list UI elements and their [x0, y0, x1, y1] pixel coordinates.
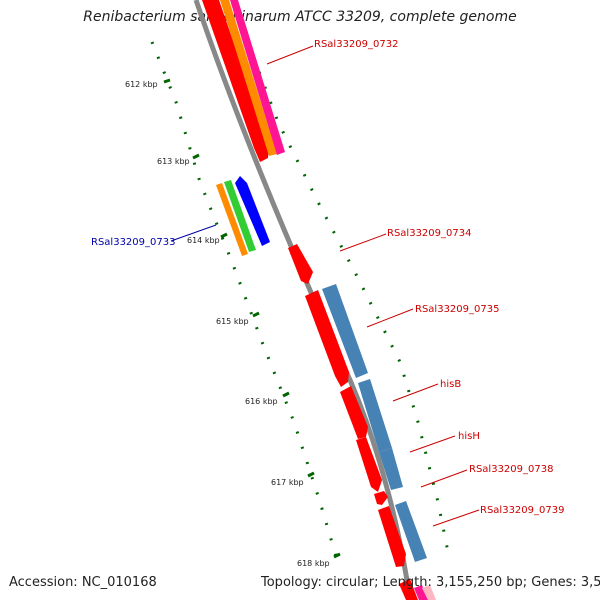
leader-line: [420, 469, 468, 488]
major-tick: [333, 552, 341, 559]
major-ticks: [163, 78, 341, 559]
feature-next-band-orange: [422, 585, 436, 600]
kbp-label: 616 kbp: [245, 397, 278, 406]
genome-backbone: [193, 0, 413, 600]
major-tick: [307, 471, 315, 478]
feature-band-orange: [220, 0, 277, 156]
gene-label-rsal33209-0739[interactable]: RSal33209_0739: [480, 505, 564, 516]
feature-rsal33209-0735: [305, 284, 368, 387]
gene-label-rsal33209-0738[interactable]: RSal33209_0738: [469, 464, 553, 475]
feature-band-magenta: [230, 0, 285, 155]
gene-label-hisb[interactable]: hisB: [440, 379, 461, 390]
feature-band-orange: [216, 183, 248, 256]
feature-arrow-blue: [235, 176, 270, 246]
major-tick: [220, 232, 228, 239]
kbp-label: 617 kbp: [271, 478, 304, 487]
kbp-label: 618 kbp: [297, 559, 330, 568]
feature-band-blue: [322, 284, 368, 378]
kbp-label: 612 kbp: [125, 80, 158, 89]
feature-rsal33209-0738: [374, 491, 388, 505]
kbp-label: 613 kbp: [157, 157, 190, 166]
feature-next-red: [399, 579, 418, 600]
feature-hish: [356, 437, 403, 492]
feature-band-blue: [395, 501, 427, 562]
feature-band-blue: [379, 448, 403, 490]
label-leaders: [170, 45, 480, 527]
leader-line: [339, 233, 387, 252]
feature-arrow-red: [378, 506, 406, 567]
gene-label-rsal33209-0734[interactable]: RSal33209_0734: [387, 228, 471, 239]
leader-line: [266, 45, 314, 65]
gene-label-hish[interactable]: hisH: [458, 431, 480, 442]
gene-label-rsal33209-0732[interactable]: RSal33209_0732: [314, 39, 398, 50]
feature-hisb: [340, 379, 392, 452]
gene-label-rsal33209-0735[interactable]: RSal33209_0735: [415, 304, 499, 315]
major-tick: [192, 153, 200, 160]
leader-line: [366, 308, 414, 328]
feature-rsal33209-0732: [202, 0, 285, 162]
feature-next-band: [414, 585, 428, 600]
feature-rsal33209-0739: [378, 501, 427, 567]
kbp-label: 615 kbp: [216, 317, 249, 326]
major-tick: [252, 311, 260, 318]
feature-arrow-red: [202, 0, 269, 162]
outer-tick-track: [246, 41, 450, 553]
feature-rsal33209-0733: [216, 176, 270, 256]
feature-band-green: [224, 180, 256, 252]
feature-arrow-red: [305, 290, 349, 387]
kbp-label: 614 kbp: [187, 236, 220, 245]
leader-line: [432, 509, 480, 527]
genome-summary-text: Topology: circular; Length: 3,155,250 bp…: [261, 575, 600, 590]
feature-arrow-red: [356, 437, 382, 492]
feature-arrow-red: [340, 386, 368, 439]
leader-line: [392, 383, 439, 402]
major-tick: [163, 78, 171, 84]
accession-text: Accession: NC_010168: [9, 575, 157, 590]
feature-band-blue: [358, 379, 392, 452]
major-tick: [282, 391, 290, 398]
gene-label-rsal33209-0733[interactable]: RSal33209_0733: [91, 237, 175, 248]
feature-rsal33209-0734: [288, 244, 313, 284]
leader-line: [409, 435, 456, 453]
leader-line: [170, 224, 217, 242]
map-title: Renibacterium salmoninarum ATCC 33209, c…: [83, 9, 517, 25]
